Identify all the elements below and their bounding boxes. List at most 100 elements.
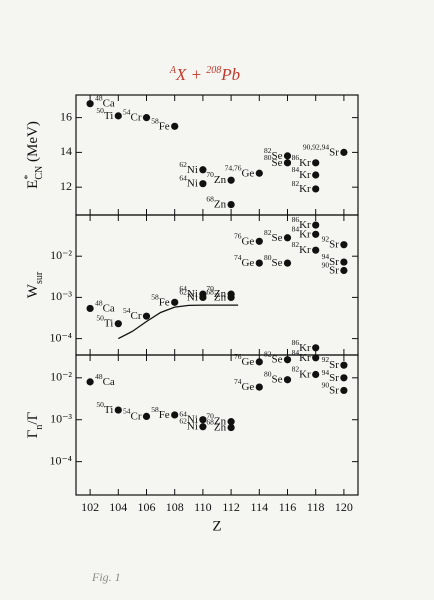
point-label-mass: 76 [234,352,242,361]
x-tick-label: 106 [138,500,156,514]
point-label: 84Kr [292,165,311,180]
point-label-symbol: Ca [103,375,115,387]
point-label-mass: 74 [234,377,242,386]
data-point [340,148,348,156]
x-tick-label: 108 [166,500,184,514]
point-label-symbol: Cr [131,410,142,422]
point-label-symbol: Kr [299,351,311,363]
y-tick-label: 10⁻⁴ [49,453,72,467]
data-point [283,152,292,160]
point-label-symbol: Se [272,257,283,269]
point-label-symbol: Ge [241,257,254,269]
point-label: 86Kr [292,153,311,168]
point-label-mass: 82 [264,146,272,155]
data-point [227,293,235,302]
y-tick-label: 10⁻³ [50,411,72,425]
point-label-symbol: Kr [299,341,311,353]
x-tick-label: 116 [279,500,297,514]
point-label-mass: 90 [322,261,330,270]
point-label-mass: 86 [292,153,300,162]
data-point [340,386,348,395]
point-label-symbol: Kr [299,182,311,194]
point-label: 48Ca [95,372,115,387]
point-label-mass: 50 [96,314,104,323]
point-label: 76Ge [234,232,254,247]
x-axis-label: Z [212,518,221,534]
data-point [312,221,320,229]
data-point [283,159,292,167]
point-label: 54Cr [123,108,142,123]
point-label: 70Zn [206,412,226,427]
point-label-mass: 64 [179,174,187,183]
point-label: 86Kr [292,215,311,230]
point-label-mass: 82 [264,228,272,237]
data-point [199,423,207,431]
point-label: 68Zn [206,288,226,303]
data-point [283,259,292,267]
point-label-symbol: Zn [214,415,227,427]
data-point [142,312,151,320]
data-point [312,230,320,238]
point-label-mass: 64 [179,284,187,293]
point-label: 82Kr [292,179,311,194]
point-label: 90Sr [322,261,340,276]
y-axis-label: E*CN (MeV) [23,121,45,189]
point-label-symbol: Kr [299,169,311,181]
point-label-symbol: Zn [214,174,227,186]
point-label-mass: 50 [96,106,104,115]
point-label-mass: 82 [292,365,300,374]
point-label-mass: 74,76 [225,163,242,172]
title-target: Pb [220,65,240,84]
data-point [142,412,151,421]
data-point [171,411,179,419]
point-label: 76Ge [234,352,254,367]
data-point [227,418,235,426]
point-label: 70Zn [206,284,226,299]
point-label-mass: 54 [123,407,131,416]
point-label-symbol: Kr [299,244,311,256]
point-label: 48Ca [95,94,115,109]
panel-frame [75,354,359,496]
point-label: 84Kr [292,225,311,240]
data-point [255,259,263,267]
data-point [312,354,320,362]
point-label: 58Fe [151,293,170,308]
point-label-symbol: Ni [187,288,198,300]
data-point [283,234,292,242]
data-point [312,159,320,167]
point-label-symbol: Ni [187,177,198,189]
point-label-mass: 82 [292,179,300,188]
data-point [340,361,348,369]
point-label-symbol: Cr [131,111,142,123]
data-point [255,358,263,366]
point-label: 80Se [264,253,283,268]
point-label: 68Zn [206,418,226,433]
point-label-mass: 82 [264,350,272,359]
y-label-sub: n [34,425,45,430]
data-point [255,237,263,245]
y-label-main: W [25,283,41,298]
y-label-sub: sur [34,271,45,284]
y-tick-label: 10⁻² [50,370,72,384]
data-point [86,100,94,108]
point-label-mass: 54 [123,108,131,117]
point-label: 64Ni [179,284,198,299]
point-label: 82Se [264,146,283,161]
point-label-symbol: Zn [214,291,227,303]
point-label-symbol: Zn [214,198,227,210]
point-label-symbol: Ge [241,235,254,247]
data-point [227,200,235,209]
point-label-symbol: Kr [299,228,311,240]
point-label-symbol: Kr [299,156,311,168]
data-point [340,258,348,266]
point-label: 64Ni [179,174,198,189]
point-label-mass: 62 [179,288,187,297]
y-label-rest: (MeV) [25,121,41,166]
point-label-symbol: Fe [159,120,170,132]
point-label-symbol: Kr [299,368,311,380]
point-label-symbol: Ni [187,413,198,425]
data-point [171,122,179,130]
point-label-mass: 90 [322,381,330,390]
point-label-mass: 48 [95,372,103,381]
